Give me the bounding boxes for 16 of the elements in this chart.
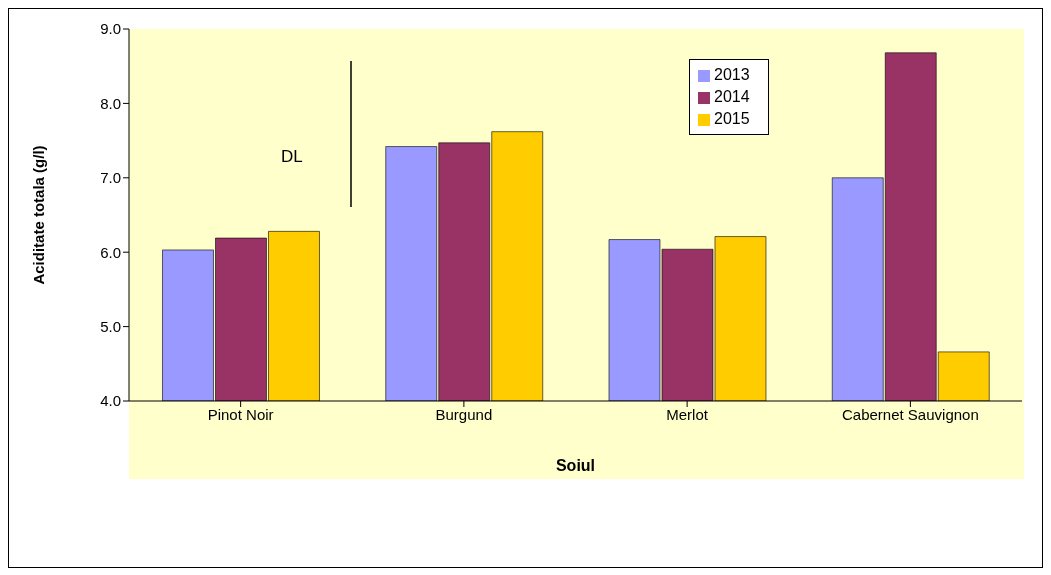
annotation: DL xyxy=(281,147,303,167)
y-axis-title: Aciditate totala (g/l) xyxy=(30,145,48,285)
legend-label: 2013 xyxy=(714,66,750,83)
x-tick-label: Merlot xyxy=(666,405,709,423)
x-tick-label: Cabernet Sauvignon xyxy=(841,405,979,423)
y-tick-label: 8.0 xyxy=(100,94,121,112)
legend-label: 2014 xyxy=(714,88,750,105)
y-tick-label: 4.0 xyxy=(100,392,121,410)
x-tick-label: Pinot Noir xyxy=(207,405,274,423)
y-tick-label: 5.0 xyxy=(100,317,121,335)
legend-label: 2015 xyxy=(714,110,750,127)
y-tick-label: 9.0 xyxy=(100,20,121,38)
y-tick-label: 6.0 xyxy=(100,243,121,261)
y-tick-label: 7.0 xyxy=(100,169,121,187)
x-axis-title: Soiul xyxy=(555,457,596,474)
x-tick-label: Burgund xyxy=(435,405,493,423)
